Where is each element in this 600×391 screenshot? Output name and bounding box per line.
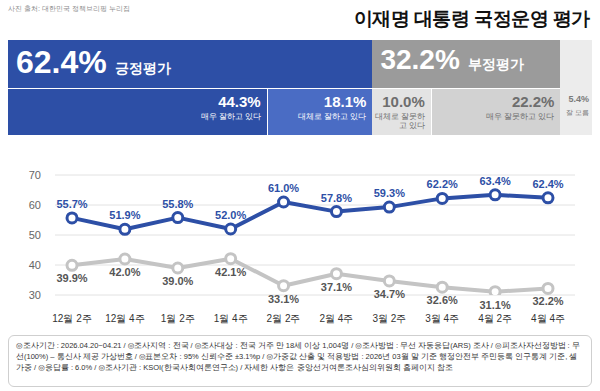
grid-line <box>55 205 575 206</box>
data-label: 31.1% <box>480 299 511 311</box>
data-label: 62.4% <box>532 178 563 190</box>
positive-part-label: 매우 잘하고 있다 <box>201 112 261 121</box>
series-marker <box>384 276 394 286</box>
series-marker <box>120 254 130 264</box>
data-label: 57.8% <box>321 192 352 204</box>
data-label: 39.9% <box>56 272 87 284</box>
data-label: 32.2% <box>532 295 563 307</box>
positive-part-value: 18.1% <box>324 93 367 110</box>
data-label: 34.7% <box>374 288 405 300</box>
series-marker <box>226 254 236 264</box>
unknown-value: 5.4% <box>568 94 589 104</box>
data-label: 33.1% <box>268 293 299 305</box>
data-label: 61.0% <box>268 182 299 194</box>
positive-part-label: 대체로 잘하고 있다 <box>298 112 366 121</box>
positive-value: 62.4% <box>16 44 107 80</box>
series-marker <box>384 202 394 212</box>
spacer <box>107 59 111 76</box>
data-label: 52.0% <box>215 209 246 221</box>
positive-part: 18.1% 대체로 잘하고 있다 <box>267 88 373 135</box>
series-marker <box>490 287 500 295</box>
unknown-label: 잘 모름 <box>566 108 589 118</box>
x-tick-label: 4월 4주 <box>531 313 565 324</box>
x-tick-label: 2월 2주 <box>267 313 301 324</box>
grid-line <box>55 235 575 236</box>
x-tick-label: 3월 4주 <box>425 313 459 324</box>
y-tick-label: 30 <box>29 289 41 301</box>
series-marker <box>543 283 553 293</box>
data-label: 42.0% <box>109 266 140 278</box>
negative-value: 32.2% <box>380 44 459 75</box>
data-label: 42.1% <box>215 266 246 278</box>
source-credit: 사진 출처: 대한민국 정책브리핑 누리집 <box>8 4 130 14</box>
series-line <box>72 195 548 230</box>
negative-part-label: 매우 잘못하고 있다 <box>486 112 554 121</box>
series-line <box>72 259 548 292</box>
x-tick-label: 3월 2주 <box>372 313 406 324</box>
unknown-block: 5.4% 잘 모름 <box>560 40 592 135</box>
series-marker <box>543 193 553 203</box>
title: 이재명 대통령 국정운영 평가 <box>354 6 590 32</box>
x-tick-label: 4월 2주 <box>478 313 512 324</box>
series-marker <box>226 224 236 234</box>
data-label: 32.6% <box>427 294 458 306</box>
data-label: 59.3% <box>374 187 405 199</box>
footnote-box: ◎조사기간 : 2026.04.20~04.21 / ◎조사지역 : 전국 / … <box>8 335 592 387</box>
x-tick-label: 1월 4주 <box>214 313 248 324</box>
positive-headline: 62.4% 긍정평가 <box>16 44 171 81</box>
page: {"header": {"title": "이재명 대통령 국정운영 평가", … <box>0 0 600 391</box>
y-tick-label: 40 <box>29 259 41 271</box>
footnote: ◎조사기간 : 2026.04.20~04.21 / ◎조사지역 : 전국 / … <box>16 340 584 373</box>
data-label: 37.1% <box>321 281 352 293</box>
data-label: 55.7% <box>56 198 87 210</box>
series-marker <box>173 213 183 223</box>
data-label: 63.4% <box>480 175 511 187</box>
negative-headline: 32.2% 부정평가 <box>380 44 524 76</box>
series-marker <box>67 260 77 270</box>
x-tick-label: 1월 2주 <box>161 313 195 324</box>
x-tick-label: 12월 2주 <box>52 313 91 324</box>
y-tick-label: 60 <box>29 199 41 211</box>
series-marker <box>437 193 447 203</box>
data-label: 51.9% <box>109 209 140 221</box>
series-marker <box>279 281 289 291</box>
positive-part-value: 44.3% <box>218 93 261 110</box>
positive-part: 44.3% 매우 잘하고 있다 <box>8 88 267 135</box>
series-group <box>67 190 553 295</box>
data-label: 55.8% <box>162 198 193 210</box>
y-tick-label: 50 <box>29 229 41 241</box>
series-marker <box>490 190 500 200</box>
x-tick-label: 2월 4주 <box>319 313 353 324</box>
data-label: 39.0% <box>162 275 193 287</box>
data-label: 62.2% <box>427 178 458 190</box>
line-chart: 30 40 50 60 70 12월 2주 12월 4주 1월 2주 1월 4주 2월 2주 2월 … <box>0 138 600 333</box>
series-marker <box>279 197 289 207</box>
series-marker <box>437 282 447 292</box>
negative-block: 32.2% 부정평가 <box>372 40 560 88</box>
series-marker <box>331 269 341 279</box>
x-tick-label: 12월 4주 <box>105 313 144 324</box>
series-marker <box>67 213 77 223</box>
y-tick-label: 70 <box>29 169 41 181</box>
negative-part-value: 10.0% <box>382 93 425 110</box>
negative-part-label: 대체로 잘못하고 있다 <box>374 112 424 130</box>
positive-label: 긍정평가 <box>115 60 171 76</box>
negative-part: 22.2% 매우 잘못하고 있다 <box>431 88 561 135</box>
series-marker <box>331 207 341 217</box>
negative-part-value: 22.2% <box>512 93 555 110</box>
positive-block: 62.4% 긍정평가 <box>8 40 372 88</box>
series-marker <box>120 224 130 234</box>
negative-part: 10.0% 대체로 잘못하고 있다 <box>372 88 430 135</box>
spacer <box>460 55 464 72</box>
series-marker <box>173 263 183 273</box>
negative-label: 부정평가 <box>468 56 524 72</box>
